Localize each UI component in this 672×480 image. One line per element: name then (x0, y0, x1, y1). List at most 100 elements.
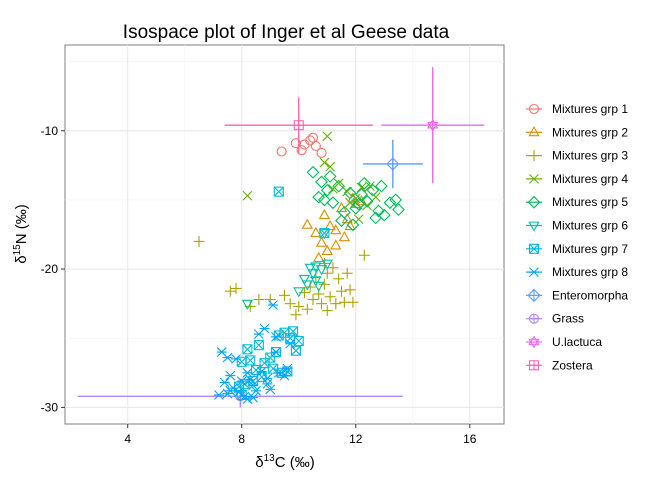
point-mixtures-grp-6 (313, 281, 325, 292)
point-mixtures-grp-2 (301, 218, 313, 229)
source-enteromorpha (362, 139, 423, 189)
point-mixtures-grp-7 (319, 228, 330, 239)
point-mixtures-grp-5 (369, 211, 383, 225)
point-mixtures-grp-6 (298, 274, 311, 286)
point-mixtures-grp-1 (276, 146, 287, 157)
x-axis: 4 8 12 16 (124, 424, 477, 446)
point-mixtures-grp-8 (219, 377, 230, 388)
point-mixtures-grp-3 (193, 235, 205, 247)
point-mixtures-grp-8 (285, 338, 296, 349)
point-mixtures-grp-5 (335, 214, 348, 228)
point-mixtures-grp-4 (370, 192, 381, 203)
point-mixtures-grp-8 (262, 378, 273, 389)
legend-item-mixtures-grp-7: Mixtures grp 7 (526, 242, 628, 256)
point-mixtures-grp-8 (270, 331, 281, 342)
point-mixtures-grp-8 (225, 385, 236, 396)
point-mixtures-grp-4 (322, 131, 333, 142)
legend-key-marker (527, 195, 541, 209)
point-mixtures-grp-5 (372, 204, 385, 218)
point-mixtures-grp-1 (296, 145, 307, 156)
point-mixtures-grp-8 (270, 347, 281, 357)
point-mixtures-grp-8 (222, 352, 233, 363)
point-mixtures-grp-8 (242, 394, 253, 404)
legend-item-mixtures-grp-1: Mixtures grp 1 (526, 102, 628, 116)
point-mixtures-grp-5 (392, 203, 405, 217)
y-tick-label: -30 (41, 400, 59, 414)
point-mixtures-grp-6 (307, 269, 319, 280)
point-mixtures-grp-5 (318, 193, 331, 207)
point-mixtures-grp-2 (330, 239, 342, 250)
legend-label: Mixtures grp 1 (552, 102, 628, 116)
point-mixtures-grp-8 (245, 374, 256, 385)
legend-item-u-lactuca: U.lactuca (526, 335, 602, 349)
point-mixtures-grp-5 (352, 197, 366, 211)
legend-key-marker (528, 313, 540, 324)
point-mixtures-grp-6 (318, 229, 331, 240)
legend-key-marker (528, 103, 540, 115)
legend-key-marker (528, 360, 540, 371)
legend-label: Mixtures grp 4 (552, 172, 628, 186)
point-mixtures-grp-8 (256, 366, 267, 377)
point-mixtures-grp-8 (282, 363, 293, 374)
point-mixtures-grp-8 (225, 370, 236, 381)
point-mixtures-grp-3 (307, 294, 319, 306)
point-mixtures-grp-5 (320, 183, 334, 197)
point-mixtures-grp-2 (310, 226, 322, 238)
point-mixtures-grp-4 (365, 181, 375, 191)
point-mixtures-grp-2 (324, 219, 336, 231)
point-mixtures-grp-2 (313, 251, 325, 262)
point-mixtures-grp-1 (310, 140, 321, 152)
point-mixtures-grp-5 (343, 186, 357, 200)
point-mixtures-grp-8 (213, 390, 224, 400)
point-mixtures-grp-1 (316, 147, 327, 158)
point-mixtures-grp-3 (284, 298, 296, 310)
legend-item-enteromorpha: Enteromorpha (526, 288, 628, 302)
legend-key-marker (528, 335, 540, 349)
legend-key-marker (527, 288, 541, 303)
point-mixtures-grp-4 (342, 186, 353, 197)
point-mixtures-grp-3 (336, 285, 348, 297)
x-axis-label: δ13C (‰) (255, 453, 314, 471)
plot-panel (64, 44, 505, 425)
point-mixtures-grp-4 (242, 190, 253, 201)
point-mixtures-grp-8 (231, 354, 242, 364)
point-mixtures-grp-4 (319, 157, 330, 168)
point-mixtures-grp-3 (358, 249, 370, 261)
source-u-lactuca (381, 67, 485, 184)
legend-item-mixtures-grp-2: Mixtures grp 2 (526, 125, 628, 139)
legend-item-mixtures-grp-8: Mixtures grp 8 (526, 265, 628, 279)
point-mixtures-grp-3 (321, 305, 333, 317)
point-mixtures-grp-2 (315, 236, 328, 247)
legend-label: Zostera (552, 358, 593, 372)
point-mixtures-grp-8 (236, 376, 247, 387)
legend-key-marker (528, 221, 540, 232)
legend-label: Mixtures grp 7 (552, 242, 628, 256)
x-tick-label: 4 (124, 432, 131, 446)
legend-key-marker (528, 125, 540, 137)
point-mixtures-grp-2 (355, 194, 368, 206)
y-tick-label: -10 (41, 124, 59, 138)
source-marker-enteromorpha (386, 157, 400, 171)
point-mixtures-grp-5 (312, 190, 326, 204)
point-mixtures-grp-7 (288, 326, 299, 337)
point-mixtures-grp-3 (264, 294, 276, 306)
point-mixtures-grp-1 (305, 135, 316, 146)
x-tick-label: 16 (463, 432, 477, 446)
y-axis-label: δ15N (‰) (12, 204, 30, 263)
point-mixtures-grp-7 (242, 344, 253, 355)
source-zostera (224, 97, 373, 153)
legend-label: Mixtures grp 8 (552, 265, 628, 279)
point-mixtures-grp-7 (293, 335, 304, 347)
point-mixtures-grp-5 (357, 176, 371, 190)
point-mixtures-grp-3 (347, 296, 359, 308)
point-mixtures-grp-5 (383, 196, 397, 210)
point-mixtures-grp-4 (362, 200, 373, 211)
point-mixtures-grp-3 (316, 298, 328, 310)
legend-label: Mixtures grp 2 (552, 125, 628, 139)
legend-label: U.lactuca (552, 335, 602, 349)
point-mixtures-grp-3 (224, 285, 236, 297)
point-mixtures-grp-3 (333, 273, 345, 285)
legend-item-zostera: Zostera (526, 358, 593, 372)
x-tick-label: 8 (238, 432, 245, 446)
